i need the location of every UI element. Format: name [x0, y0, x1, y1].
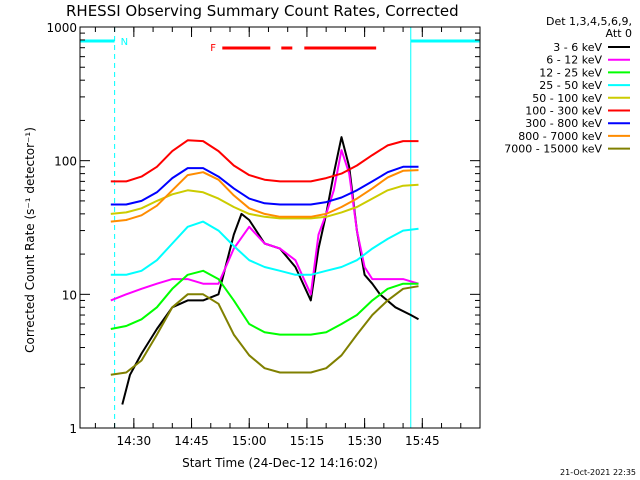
series-line — [110, 183, 419, 220]
legend-entry: 800 - 7000 keV — [518, 130, 630, 143]
chart-title: RHESSI Observing Summary Count Rates, Co… — [66, 2, 459, 20]
x-tick-label: 15:15 — [290, 434, 325, 448]
x-tick-label: 14:45 — [174, 434, 209, 448]
legend-entry: 25 - 50 keV — [539, 79, 630, 92]
legend-label: 7000 - 15000 keV — [504, 143, 602, 156]
axes: 1 10 100 1000 14:30 14:45 15:00 15:15 15:30 15:45 — [46, 21, 481, 448]
night-label: N — [121, 37, 128, 48]
legend-label: 100 - 300 keV — [525, 105, 602, 118]
series-6 — [110, 165, 419, 206]
legend-label: 300 - 800 keV — [525, 117, 602, 130]
plot-frame — [79, 26, 481, 429]
series-line — [121, 136, 419, 405]
series-0 — [121, 136, 419, 405]
x-tick-label: 15:00 — [232, 434, 267, 448]
legend-label: 50 - 100 keV — [532, 92, 602, 105]
legend-label: 6 - 12 keV — [546, 54, 602, 67]
annotation-F-2: F — [210, 43, 377, 54]
x-tick-label: 14:30 — [117, 434, 152, 448]
flare-flag-label: F — [210, 43, 216, 54]
legend-entry: 100 - 300 keV — [525, 105, 630, 118]
series-8 — [110, 285, 419, 376]
series-7 — [110, 169, 419, 223]
series-line — [110, 139, 419, 183]
series-line — [110, 149, 419, 302]
legend-entry: 50 - 100 keV — [532, 92, 630, 105]
series-line — [110, 269, 419, 336]
legend-label: 25 - 50 keV — [539, 79, 602, 92]
series-4 — [110, 183, 419, 220]
series-line — [110, 285, 419, 376]
series-5 — [110, 139, 419, 183]
legend-header-line-1: Det 1,3,4,5,6,9, — [546, 15, 632, 28]
y-tick-label: 100 — [54, 155, 77, 169]
legend-entry: 12 - 25 keV — [539, 66, 630, 79]
x-tick-label: 15:45 — [405, 434, 440, 448]
y-tick-label: 1 — [69, 422, 77, 436]
y-tick-label: 10 — [62, 288, 77, 302]
plot-timestamp: 21-Oct-2021 22:35 — [560, 468, 636, 477]
legend-entry: 6 - 12 keV — [546, 54, 630, 67]
legend-entry: 7000 - 15000 keV — [504, 143, 630, 156]
legend-header-line-2: Att 0 — [606, 27, 632, 40]
x-axis-label: Start Time (24-Dec-12 14:16:02) — [182, 456, 378, 470]
y-tick-label: 1000 — [46, 21, 77, 35]
legend-label: 800 - 7000 keV — [518, 130, 602, 143]
series-line — [110, 169, 419, 223]
series-1 — [110, 149, 419, 302]
legend-entry: 3 - 6 keV — [553, 41, 630, 54]
legend-entry: 300 - 800 keV — [525, 117, 630, 130]
legend-label: 12 - 25 keV — [539, 66, 602, 79]
series-line — [110, 165, 419, 206]
series-3 — [110, 220, 419, 276]
x-tick-label: 15:30 — [347, 434, 382, 448]
series-line — [110, 220, 419, 276]
plot-area: NF — [79, 27, 481, 428]
series-2 — [110, 269, 419, 336]
legend-label: 3 - 6 keV — [553, 41, 602, 54]
y-axis-label: Corrected Count Rate (s⁻¹ detector⁻¹) — [23, 127, 37, 353]
